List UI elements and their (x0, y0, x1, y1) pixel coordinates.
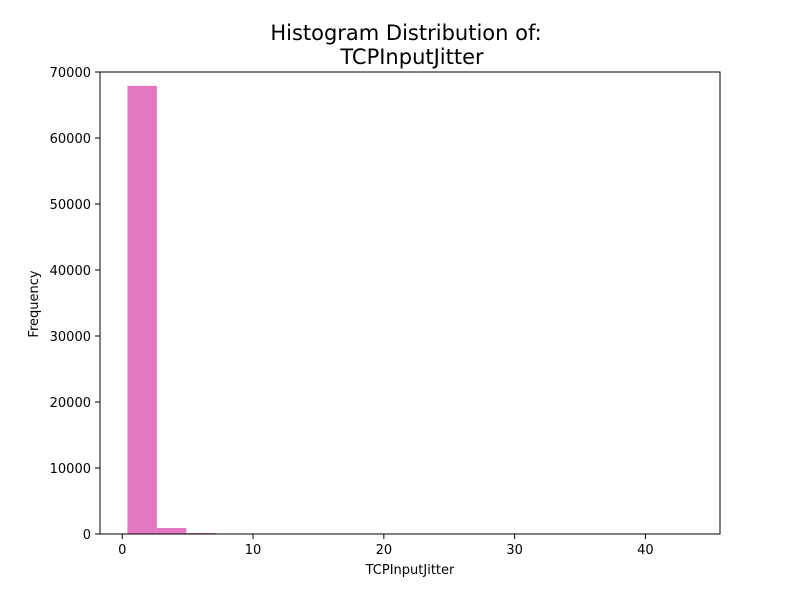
histogram-bars (127, 85, 717, 535)
histogram-bar-1 (156, 528, 187, 534)
y-tick-label-5: 50000 (50, 198, 91, 213)
y-tick-label-2: 20000 (50, 396, 91, 411)
y-tick-label-7: 70000 (50, 66, 91, 81)
x-axis-ticks: 0 10 20 30 40 (118, 534, 654, 558)
y-axis-ticks: 0 10000 20000 30000 40000 50000 60000 70000 (50, 66, 100, 543)
y-tick-label-1: 10000 (50, 462, 91, 477)
chart-title-line-1: Histogram Distribution of: (270, 21, 541, 45)
chart-title-line-2: TCPInputJitter (339, 45, 484, 69)
x-tick-label-1: 10 (245, 543, 262, 558)
x-tick-label-0: 0 (118, 543, 126, 558)
y-axis-label: Frequency (27, 270, 42, 337)
x-tick-label-2: 20 (376, 543, 393, 558)
histogram-bar-0 (127, 85, 157, 535)
x-tick-label-3: 30 (506, 543, 523, 558)
y-tick-label-3: 30000 (50, 330, 91, 345)
y-tick-label-6: 60000 (50, 132, 91, 147)
x-tick-label-4: 40 (637, 543, 654, 558)
y-tick-label-0: 0 (83, 528, 91, 543)
chart-title: Histogram Distribution of: TCPInputJitte… (270, 21, 541, 69)
y-tick-label-4: 40000 (50, 264, 91, 279)
plot-area-frame (99, 71, 721, 535)
x-axis-label: TCPInputJitter (365, 563, 455, 578)
